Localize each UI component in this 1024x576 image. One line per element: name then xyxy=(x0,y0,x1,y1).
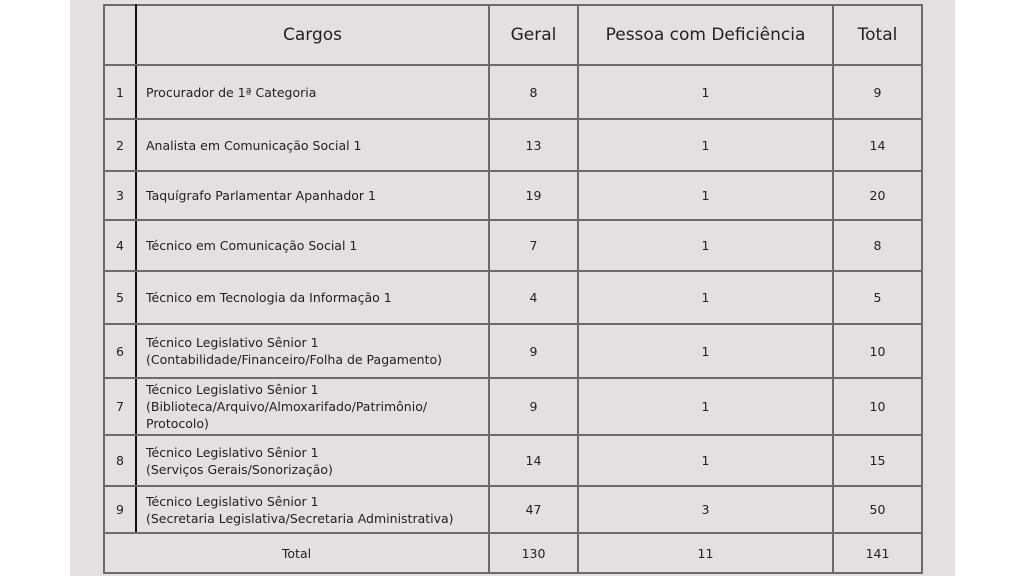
cargo-line: (Biblioteca/Arquivo/Almoxarifado/Patrimô… xyxy=(146,399,428,414)
geral-cell: 13 xyxy=(488,118,579,172)
row-number: 5 xyxy=(103,270,137,325)
cargo-line: Técnico em Comunicação Social 1 xyxy=(146,238,358,253)
cargo-cell: Técnico em Comunicação Social 1 xyxy=(135,219,490,272)
cargo-line: Protocolo) xyxy=(146,416,209,431)
geral-cell: 7 xyxy=(488,219,579,272)
total-label: Total xyxy=(103,532,490,574)
cargo-line: (Secretaria Legislativa/Secretaria Admin… xyxy=(146,510,454,526)
cargo-cell: Técnico em Tecnologia da Informação 1 xyxy=(135,270,490,325)
table-row: 9 Técnico Legislativo Sênior 1 (Secretaria… xyxy=(103,485,923,534)
total-total: 141 xyxy=(832,532,923,574)
cargo-line: (Contabilidade/Financeiro/Folha de Pagam… xyxy=(146,352,443,367)
total-cell: 14 xyxy=(832,118,923,172)
total-cell: 8 xyxy=(832,219,923,272)
cargo-line: Analista em Comunicação Social 1 xyxy=(146,137,362,153)
table-row: 3 Taquígrafo Parlamentar Apanhador 1 19 1 20 xyxy=(103,170,923,221)
row-number: 8 xyxy=(103,434,137,487)
geral-cell: 8 xyxy=(488,64,579,120)
header-row: Cargos Geral Pessoa com Deficiência Tota… xyxy=(103,4,923,66)
total-cell: 10 xyxy=(832,323,923,379)
cargo-line: Taquígrafo Parlamentar Apanhador 1 xyxy=(146,188,376,203)
total-cell: 50 xyxy=(832,485,923,534)
vacancies-table: Cargos Geral Pessoa com Deficiência Tota… xyxy=(103,4,923,574)
cargo-line: Técnico em Tecnologia da Informação 1 xyxy=(146,290,392,305)
total-row: Total 130 11 141 xyxy=(103,532,923,574)
row-number: 1 xyxy=(103,64,137,120)
geral-cell: 9 xyxy=(488,377,579,436)
total-cell: 20 xyxy=(832,170,923,221)
total-cell: 9 xyxy=(832,64,923,120)
total-geral: 130 xyxy=(488,532,579,574)
header-num xyxy=(103,4,137,66)
cargo-cell: Técnico Legislativo Sênior 1 (Contabilida… xyxy=(135,323,490,379)
cargo-cell: Taquígrafo Parlamentar Apanhador 1 xyxy=(135,170,490,221)
cargo-line: Técnico Legislativo Sênior 1 xyxy=(146,444,319,460)
cargo-cell: Técnico Legislativo Sênior 1 (Biblioteca/… xyxy=(135,377,490,436)
cargo-cell: Procurador de 1ª Categoria xyxy=(135,64,490,120)
cargo-line: Técnico Legislativo Sênior 1 xyxy=(146,493,319,509)
cargo-line: Técnico Legislativo Sênior 1 xyxy=(146,382,319,397)
pcd-cell: 1 xyxy=(577,219,834,272)
table-row: 1 Procurador de 1ª Categoria 8 1 9 xyxy=(103,64,923,120)
cargo-line: Técnico Legislativo Sênior 1 xyxy=(146,335,319,350)
pcd-cell: 1 xyxy=(577,170,834,221)
cargo-cell: Técnico Legislativo Sênior 1 (Secretaria … xyxy=(135,485,490,534)
cargo-line: (Serviços Gerais/Sonorização) xyxy=(146,461,333,477)
row-number: 9 xyxy=(103,485,137,534)
geral-cell: 19 xyxy=(488,170,579,221)
pcd-cell: 1 xyxy=(577,118,834,172)
pcd-cell: 3 xyxy=(577,485,834,534)
cargo-line: Procurador de 1ª Categoria xyxy=(146,84,317,100)
total-pcd: 11 xyxy=(577,532,834,574)
pcd-cell: 1 xyxy=(577,270,834,325)
geral-cell: 4 xyxy=(488,270,579,325)
header-pcd: Pessoa com Deficiência xyxy=(577,4,834,66)
row-number: 2 xyxy=(103,118,137,172)
table-row: 6 Técnico Legislativo Sênior 1 (Contabilid… xyxy=(103,323,923,379)
total-cell: 10 xyxy=(832,377,923,436)
header-cargos: Cargos xyxy=(135,4,490,66)
pcd-cell: 1 xyxy=(577,377,834,436)
row-number: 3 xyxy=(103,170,137,221)
geral-cell: 47 xyxy=(488,485,579,534)
pcd-cell: 1 xyxy=(577,323,834,379)
table-row: 2 Analista em Comunicação Social 1 13 1 14 xyxy=(103,118,923,172)
total-cell: 5 xyxy=(832,270,923,325)
cargo-cell: Técnico Legislativo Sênior 1 (Serviços Ge… xyxy=(135,434,490,487)
header-geral: Geral xyxy=(488,4,579,66)
table-row: 8 Técnico Legislativo Sênior 1 (Serviços G… xyxy=(103,434,923,487)
cargo-cell: Analista em Comunicação Social 1 xyxy=(135,118,490,172)
row-number: 6 xyxy=(103,323,137,379)
row-number: 4 xyxy=(103,219,137,272)
pcd-cell: 1 xyxy=(577,64,834,120)
row-number: 7 xyxy=(103,377,137,436)
pcd-cell: 1 xyxy=(577,434,834,487)
table-row: 7 Técnico Legislativo Sênior 1 (Biblioteca… xyxy=(103,377,923,436)
header-total: Total xyxy=(832,4,923,66)
total-cell: 15 xyxy=(832,434,923,487)
geral-cell: 9 xyxy=(488,323,579,379)
geral-cell: 14 xyxy=(488,434,579,487)
